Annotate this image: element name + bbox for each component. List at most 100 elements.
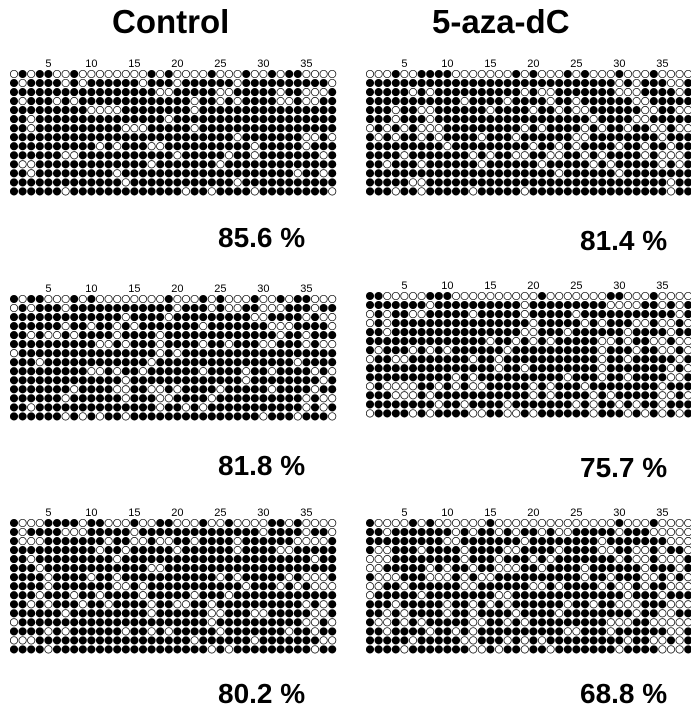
unmethylated-cpg-dot [513,337,520,344]
unmethylated-cpg-dot [538,88,545,95]
methylated-cpg-dot [294,313,301,320]
unmethylated-cpg-dot [392,106,399,113]
methylated-cpg-dot [642,537,649,544]
methylated-cpg-dot [538,555,545,562]
unmethylated-cpg-dot [607,546,614,553]
methylated-cpg-dot [444,619,451,626]
unmethylated-cpg-dot [311,368,318,375]
methylated-cpg-dot [208,555,215,562]
methylated-cpg-dot [182,340,189,347]
unmethylated-cpg-dot [329,395,336,402]
methylated-cpg-dot [384,601,391,608]
methylated-cpg-dot [28,413,35,420]
unmethylated-cpg-dot [260,295,267,302]
methylated-cpg-dot [45,88,52,95]
methylated-cpg-dot [504,170,511,177]
methylated-cpg-dot [650,292,657,299]
methylated-cpg-dot [191,646,198,653]
methylated-cpg-dot [607,610,614,617]
methylated-cpg-dot [452,347,459,354]
methylated-cpg-dot [320,115,327,122]
methylated-cpg-dot [260,79,267,86]
methylated-cpg-dot [139,574,146,581]
unmethylated-cpg-dot [165,313,172,320]
methylated-cpg-dot [53,313,60,320]
methylated-cpg-dot [366,115,373,122]
unmethylated-cpg-dot [599,583,606,590]
unmethylated-cpg-dot [418,106,425,113]
methylated-cpg-dot [470,88,477,95]
unmethylated-cpg-dot [139,295,146,302]
methylated-cpg-dot [45,528,52,535]
methylated-cpg-dot [191,404,198,411]
unmethylated-cpg-dot [650,125,657,132]
methylated-cpg-dot [200,413,207,420]
methylated-cpg-dot [294,546,301,553]
unmethylated-cpg-dot [114,555,121,562]
methylated-cpg-dot [19,386,26,393]
methylated-cpg-dot [329,143,336,150]
unmethylated-cpg-dot [633,292,640,299]
methylated-cpg-dot [131,546,138,553]
methylated-cpg-dot [564,401,571,408]
unmethylated-cpg-dot [564,519,571,526]
methylated-cpg-dot [530,374,537,381]
methylated-cpg-dot [277,125,284,132]
methylated-cpg-dot [165,555,172,562]
unmethylated-cpg-dot [470,310,477,317]
methylated-cpg-dot [427,383,434,390]
methylated-cpg-dot [71,646,78,653]
methylated-cpg-dot [182,555,189,562]
methylated-cpg-dot [28,546,35,553]
methylated-cpg-dot [260,170,267,177]
unmethylated-cpg-dot [384,546,391,553]
methylated-cpg-dot [633,328,640,335]
unmethylated-cpg-dot [409,383,416,390]
methylated-cpg-dot [478,528,485,535]
unmethylated-cpg-dot [564,374,571,381]
unmethylated-cpg-dot [122,413,129,420]
methylated-cpg-dot [19,106,26,113]
methylated-cpg-dot [470,574,477,581]
methylated-cpg-dot [564,337,571,344]
methylated-cpg-dot [131,134,138,141]
unmethylated-cpg-dot [384,319,391,326]
methylated-cpg-dot [114,97,121,104]
unmethylated-cpg-dot [62,70,69,77]
methylated-cpg-dot [251,106,258,113]
unmethylated-cpg-dot [88,70,95,77]
unmethylated-cpg-dot [659,125,666,132]
methylated-cpg-dot [148,170,155,177]
methylated-cpg-dot [243,143,250,150]
methylated-cpg-dot [139,106,146,113]
methylated-cpg-dot [685,179,691,186]
methylated-cpg-dot [624,546,631,553]
methylated-cpg-dot [45,115,52,122]
methylated-cpg-dot [538,401,545,408]
methylated-cpg-dot [260,350,267,357]
methylated-cpg-dot [19,313,26,320]
methylated-cpg-dot [122,555,129,562]
methylated-cpg-dot [590,152,597,159]
methylated-cpg-dot [96,125,103,132]
methylated-cpg-dot [384,564,391,571]
methylated-cpg-dot [28,106,35,113]
methylated-cpg-dot [513,383,520,390]
methylated-cpg-dot [427,592,434,599]
unmethylated-cpg-dot [478,134,485,141]
methylated-cpg-dot [599,106,606,113]
unmethylated-cpg-dot [392,519,399,526]
methylated-cpg-dot [182,350,189,357]
methylated-cpg-dot [556,188,563,195]
methylated-cpg-dot [79,350,86,357]
methylated-cpg-dot [633,637,640,644]
methylated-cpg-dot [401,537,408,544]
methylated-cpg-dot [685,170,691,177]
methylated-cpg-dot [418,70,425,77]
unmethylated-cpg-dot [427,301,434,308]
methylated-cpg-dot [530,637,537,644]
methylated-cpg-dot [513,392,520,399]
methylated-cpg-dot [607,179,614,186]
methylated-cpg-dot [62,350,69,357]
methylated-cpg-dot [79,610,86,617]
